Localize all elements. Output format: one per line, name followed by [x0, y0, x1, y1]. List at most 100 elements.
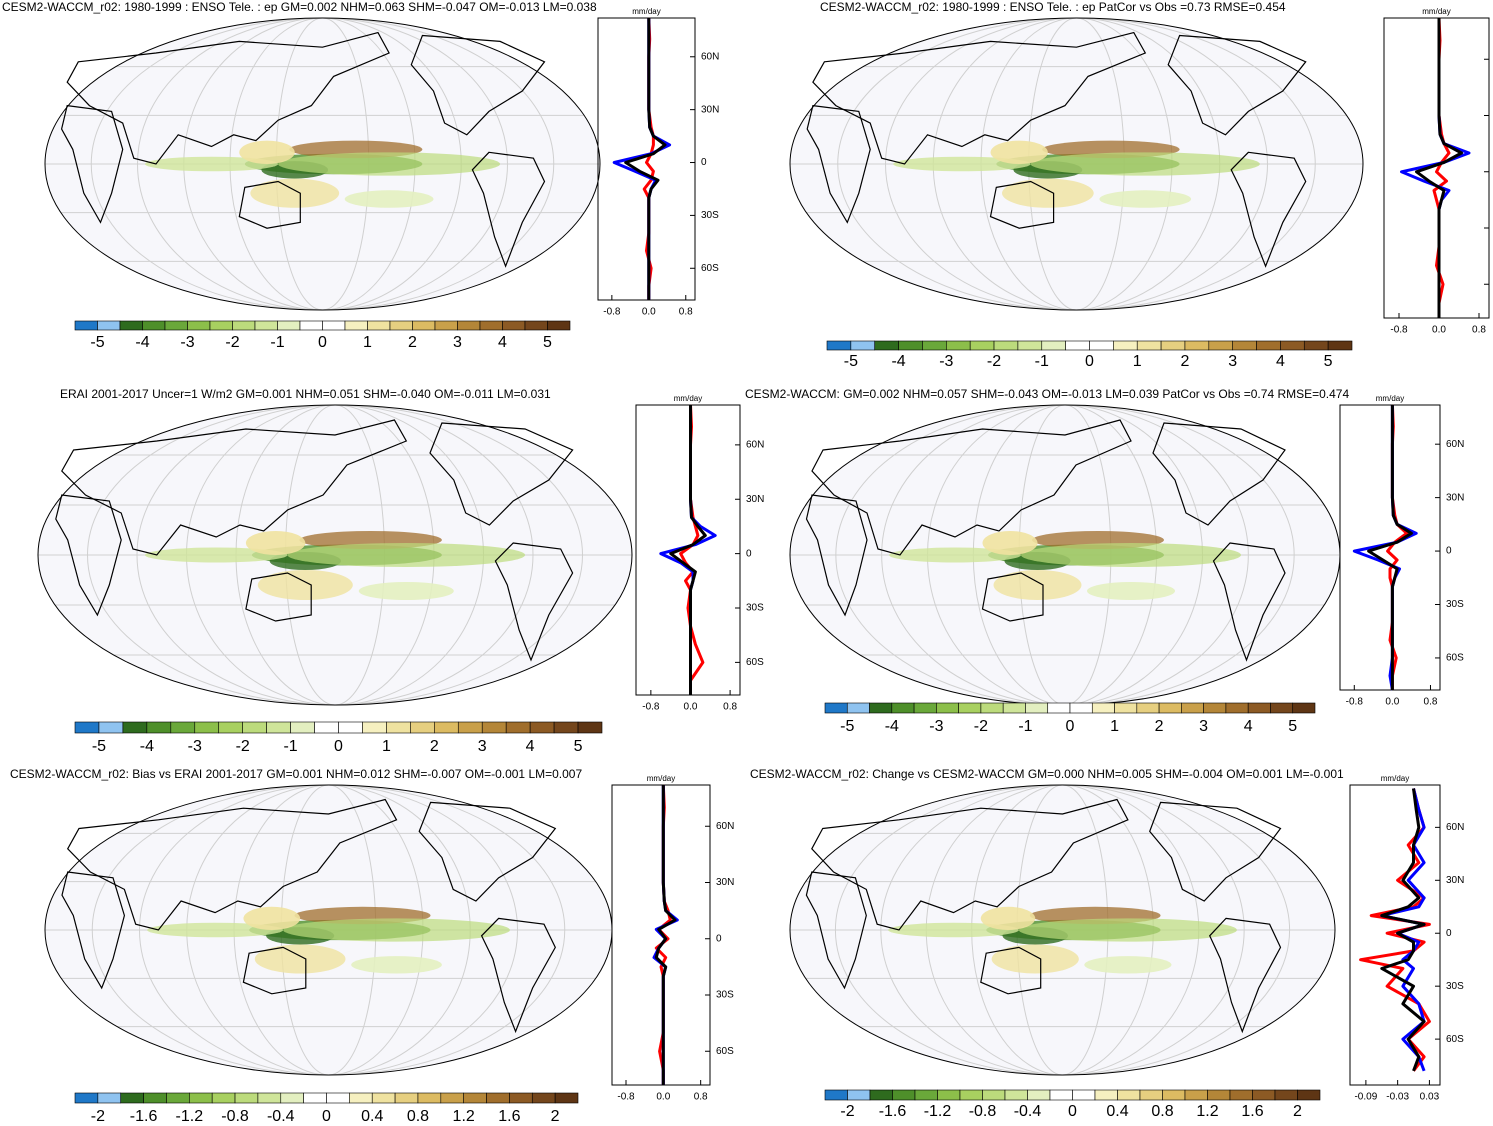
colorbar-tick-label: -2 [840, 1103, 854, 1120]
colorbar-segment [417, 1092, 442, 1104]
y-tick-label: 60N [701, 51, 719, 62]
colorbar-segment [531, 1092, 556, 1104]
colorbar-segment [277, 320, 301, 331]
colorbar-tick-label: 1.6 [498, 1108, 520, 1125]
x-tick-label: -0.03 [1386, 1092, 1409, 1103]
y-tick-label: 30S [1446, 599, 1464, 610]
colorbar-segment [1139, 1089, 1163, 1101]
x-tick-label: 0.8 [679, 307, 693, 318]
x-tick-label: 0.8 [723, 702, 737, 713]
anomaly-shading [243, 906, 301, 931]
colorbar-segment [1203, 702, 1227, 714]
anomaly-shading [1021, 543, 1241, 567]
colorbar-tick-label: -1 [270, 334, 284, 351]
coastline [238, 180, 301, 229]
anomaly-shading [1018, 918, 1237, 942]
y-tick-label: 30S [701, 210, 719, 221]
colorbar-tick-label: 2 [408, 334, 417, 351]
colorbar-tick-label: 3 [453, 334, 462, 351]
x-tick-label: 0.8 [1424, 697, 1438, 708]
anomaly-shading [889, 547, 1021, 563]
colorbar-segment [389, 320, 413, 331]
map [37, 404, 633, 706]
y-tick-label: 60N [716, 821, 734, 832]
colorbar-tick-label: 5 [543, 334, 552, 351]
colorbar-segment [434, 721, 459, 734]
colorbar-segment [1089, 340, 1114, 351]
coastline [480, 917, 556, 1034]
colorbar-segment [257, 1092, 282, 1104]
colorbar-segment [1247, 702, 1271, 714]
anomaly-shading [287, 543, 526, 567]
colorbar-segment [146, 721, 172, 734]
colorbar-segment [194, 721, 220, 734]
colorbar-segment [1256, 340, 1281, 351]
anomaly-shading [278, 152, 501, 176]
colorbar-segment [97, 320, 121, 331]
y-tick-label: 30S [716, 990, 734, 1001]
anomaly-shading [257, 570, 353, 600]
colorbar-tick-label: 5 [574, 738, 583, 755]
colorbar-segment [486, 1092, 510, 1104]
colorbar-segment [1004, 1089, 1028, 1101]
colorbar-segment [457, 320, 481, 331]
anomaly-shading [980, 906, 1036, 931]
colorbar-segment [892, 1089, 916, 1101]
colorbar-tick-label: 2 [551, 1108, 560, 1125]
colorbar-segment [958, 702, 982, 714]
colorbar-segment [326, 1092, 350, 1104]
zonal-mean-line [1400, 18, 1471, 318]
colorbar-segment [410, 721, 435, 734]
x-tick-label: 0.8 [1472, 325, 1486, 336]
map [44, 17, 601, 311]
colorbar-segment [1252, 1089, 1276, 1101]
profile-frame [1349, 784, 1441, 1086]
colorbar-segment [577, 721, 603, 734]
colorbar-segment [349, 1092, 373, 1104]
zonal-mean-line [1432, 17, 1451, 318]
coastline [55, 494, 122, 617]
colorbar-segment [254, 320, 278, 331]
zonal-mean-line [669, 405, 707, 695]
y-tick-label: 60S [716, 1046, 734, 1057]
y-tick-label: 60N [1446, 822, 1464, 833]
colorbar-segment [242, 721, 267, 734]
colorbar-segment [1114, 702, 1138, 714]
colorbar-tick-label: -5 [90, 334, 104, 351]
colorbar-segment [847, 1089, 871, 1101]
coastline [418, 801, 557, 902]
coastline [1208, 917, 1282, 1034]
y-tick-label: 30S [1446, 981, 1464, 992]
colorbar-segment [922, 340, 947, 351]
colorbar-tick-label: -0.4 [1014, 1103, 1042, 1120]
map-border [37, 404, 633, 706]
y-tick-label: 30N [1446, 875, 1464, 886]
colorbar-segment [290, 721, 315, 734]
y-tick-label: 0 [746, 548, 752, 559]
colorbar-segment [1297, 1089, 1321, 1101]
colorbar-segment [434, 320, 458, 331]
anomaly-shading [358, 582, 454, 600]
colorbar-segment [170, 721, 196, 734]
colorbar-tick-label: 1 [382, 738, 391, 755]
colorbar-segment [209, 320, 233, 331]
colorbar-tick-label: -1.2 [924, 1103, 952, 1120]
colorbar-segment [1158, 702, 1182, 714]
anomaly-shading [144, 547, 288, 563]
colorbar-segment [1327, 340, 1353, 351]
anomaly-shading [250, 178, 340, 208]
x-axis-unit: mm/day [1422, 7, 1450, 16]
colorbar-tick-label: -2 [987, 353, 1001, 370]
anomaly-shading [245, 531, 306, 555]
colorbar-tick-label: 5 [1324, 353, 1333, 370]
x-tick-label: 0.0 [656, 1092, 670, 1103]
colorbar-tick-label: 3 [478, 738, 487, 755]
colorbar-segment [529, 721, 555, 734]
colorbar-segment [97, 1092, 122, 1104]
coastline [471, 151, 546, 268]
colorbar-segment [1162, 1089, 1186, 1101]
anomaly-shading [888, 922, 1019, 938]
y-tick-label: 30S [746, 603, 764, 614]
colorbar-segment [1136, 702, 1160, 714]
colorbar-tick-label: -1.6 [879, 1103, 907, 1120]
